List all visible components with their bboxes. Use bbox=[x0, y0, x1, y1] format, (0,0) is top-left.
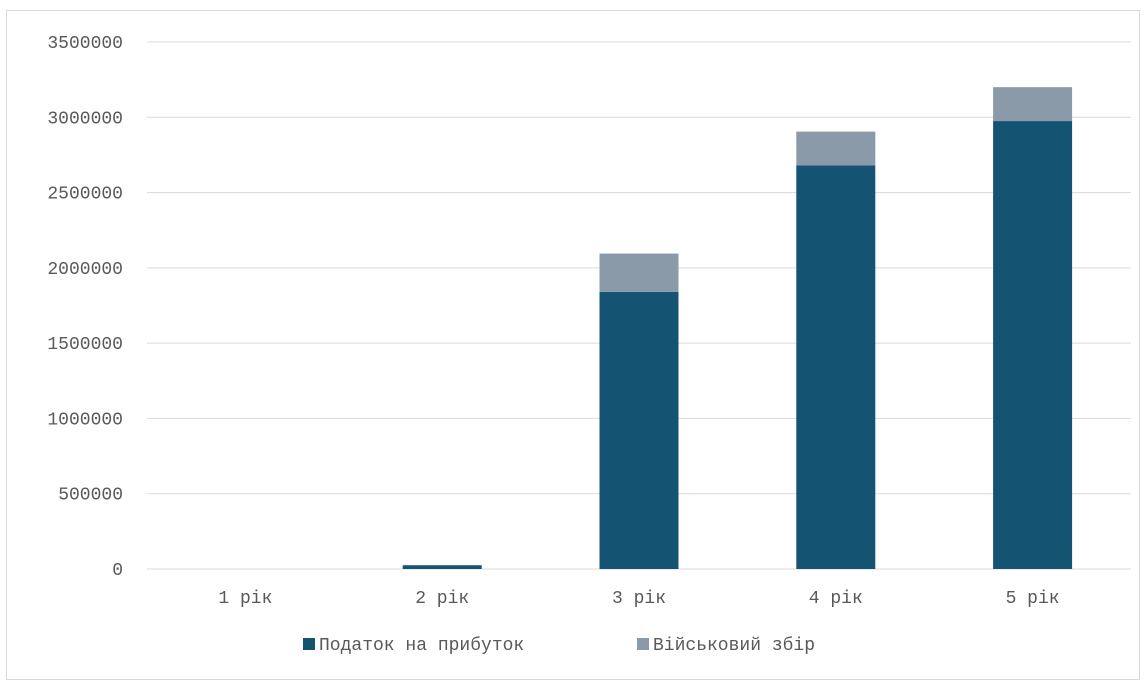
y-tick-label: 3500000 bbox=[47, 34, 123, 54]
y-tick-label: 2000000 bbox=[47, 260, 123, 280]
y-tick-label: 1000000 bbox=[47, 410, 123, 430]
legend-label-2: Військовий збір bbox=[653, 635, 815, 656]
y-tick-label: 1500000 bbox=[47, 335, 123, 355]
y-tick-label: 0 bbox=[112, 561, 123, 581]
bar-tax-2 bbox=[403, 565, 482, 569]
y-tick-label: 500000 bbox=[58, 486, 123, 506]
stacked-bar-chart: 0 500000 1000000 1500000 2000000 2500000 30000… bbox=[7, 11, 1139, 679]
bar-military-4 bbox=[796, 132, 875, 166]
legend: Податок на прибуток Військовий збір bbox=[303, 635, 815, 656]
x-tick-label: 5 рік bbox=[1006, 589, 1060, 609]
bar-tax-5 bbox=[993, 121, 1072, 569]
bars bbox=[403, 87, 1072, 569]
bar-military-5 bbox=[993, 87, 1072, 121]
bar-tax-3 bbox=[600, 292, 679, 569]
x-tick-label: 4 рік bbox=[809, 589, 863, 609]
x-tick-label: 1 рік bbox=[218, 589, 272, 609]
legend-label-1: Податок на прибуток bbox=[319, 635, 524, 656]
x-tick-label: 2 рік bbox=[415, 589, 469, 609]
bar-military-3 bbox=[600, 254, 679, 292]
y-tick-label: 3000000 bbox=[47, 109, 123, 129]
y-axis-tick-labels: 0 500000 1000000 1500000 2000000 2500000 30000… bbox=[47, 34, 123, 581]
chart-frame: 0 500000 1000000 1500000 2000000 2500000 30000… bbox=[6, 10, 1140, 680]
x-axis-tick-labels: 1 рік 2 рік 3 рік 4 рік 5 рік bbox=[218, 589, 1059, 609]
legend-swatch-1 bbox=[303, 638, 315, 650]
bar-tax-4 bbox=[796, 165, 875, 569]
y-tick-label: 2500000 bbox=[47, 185, 123, 205]
x-tick-label: 3 рік bbox=[612, 589, 666, 609]
legend-swatch-2 bbox=[637, 638, 649, 650]
